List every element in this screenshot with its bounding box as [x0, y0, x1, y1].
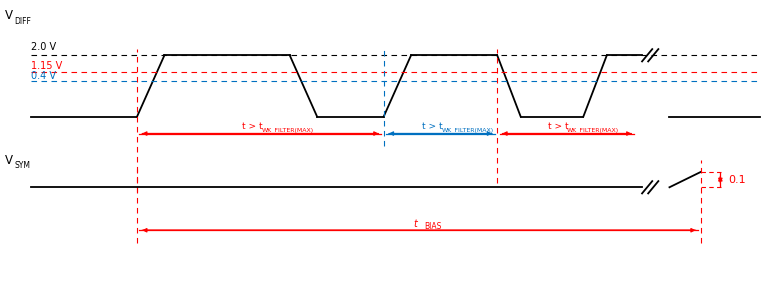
Text: BIAS: BIAS — [424, 222, 442, 231]
Text: t > t: t > t — [422, 122, 443, 131]
Text: 0.4 V: 0.4 V — [31, 71, 56, 81]
Text: DIFF: DIFF — [14, 17, 31, 26]
Text: WK_FILTER(MAX): WK_FILTER(MAX) — [567, 127, 619, 133]
Text: t: t — [413, 219, 417, 229]
Text: V: V — [5, 9, 13, 22]
Text: t > t: t > t — [242, 122, 263, 131]
Text: WK_FILTER(MAX): WK_FILTER(MAX) — [442, 127, 494, 133]
Text: WK_FILTER(MAX): WK_FILTER(MAX) — [262, 127, 314, 133]
Text: SYM: SYM — [14, 161, 31, 170]
Text: 1.15 V: 1.15 V — [31, 60, 63, 71]
Text: t > t: t > t — [547, 122, 568, 131]
Text: 0.1: 0.1 — [728, 175, 746, 185]
Text: 2.0 V: 2.0 V — [31, 42, 56, 52]
Text: V: V — [5, 154, 13, 166]
